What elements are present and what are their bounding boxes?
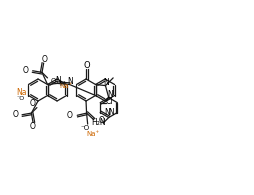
Text: ⁻O: ⁻O	[17, 96, 25, 101]
Text: O: O	[66, 111, 72, 120]
Text: N: N	[107, 90, 113, 99]
Text: Na⁺: Na⁺	[59, 83, 73, 89]
Text: H: H	[60, 81, 65, 87]
Text: N: N	[108, 108, 114, 117]
Text: O⁻: O⁻	[51, 78, 60, 84]
Text: Na⁺: Na⁺	[86, 131, 99, 137]
Text: Na: Na	[17, 88, 27, 97]
Text: O: O	[30, 122, 36, 131]
Text: O: O	[84, 61, 90, 70]
Text: N: N	[56, 76, 61, 85]
Text: O: O	[99, 116, 105, 125]
Text: Cl: Cl	[105, 97, 113, 106]
Text: ⁻O: ⁻O	[80, 125, 89, 131]
Text: O: O	[23, 66, 29, 75]
Text: H₂N: H₂N	[91, 118, 106, 127]
Text: N: N	[104, 108, 110, 117]
Text: O: O	[30, 99, 36, 108]
Text: O: O	[42, 55, 47, 64]
Text: O: O	[12, 110, 18, 119]
Text: N: N	[68, 76, 73, 85]
Text: N: N	[104, 78, 109, 87]
